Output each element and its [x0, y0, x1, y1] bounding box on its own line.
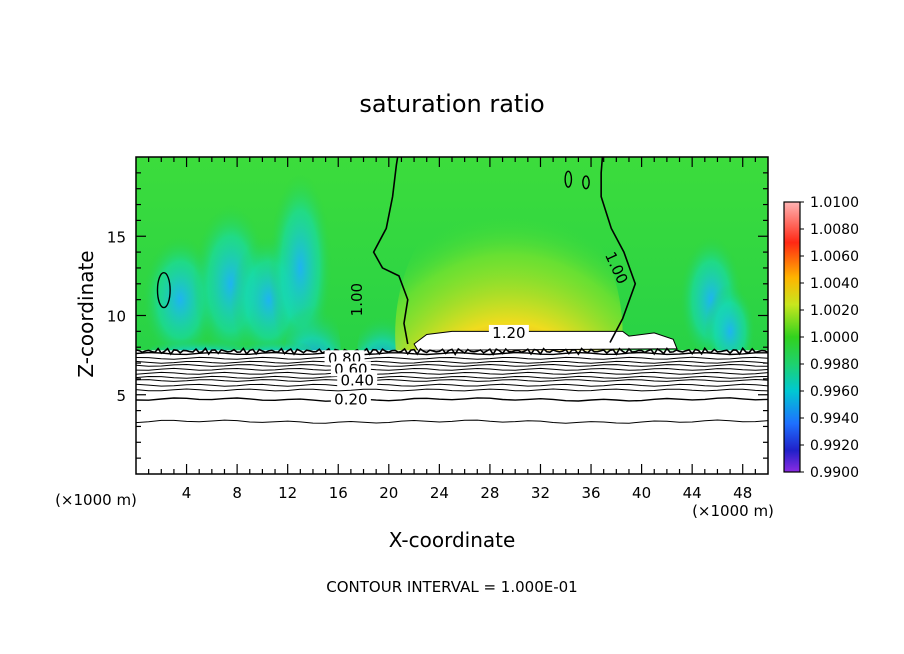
plot-area: 1.001.001.200.800.600.400.20: [136, 157, 768, 474]
contour-line-1-00: [600, 157, 637, 343]
contour-line: [136, 363, 768, 367]
contour-line: [136, 397, 768, 402]
colorbar-label: 0.9940: [810, 411, 859, 427]
x-tick-label: 8: [232, 484, 242, 502]
contour-label-text: 1.20: [492, 324, 525, 342]
colorbar-label: 1.0040: [810, 276, 859, 292]
colorbar-label: 1.0060: [810, 249, 859, 265]
contour-line: [136, 388, 768, 392]
contour-label-text: 0.40: [340, 371, 373, 389]
x-tick-label: 16: [329, 484, 348, 502]
contour-loop: [564, 170, 573, 188]
contour-line: [136, 356, 768, 360]
x-tick-label: 44: [683, 484, 702, 502]
contour-line: [136, 378, 768, 382]
x-tick-label: 40: [632, 484, 651, 502]
colorbar-label: 1.0020: [810, 303, 859, 319]
x-tick-label: 4: [182, 484, 192, 502]
x-tick-label: 12: [278, 484, 297, 502]
contour-label: 0.20: [330, 391, 371, 409]
colorbar-label: 1.0000: [810, 330, 859, 346]
x-tick-label: 32: [531, 484, 550, 502]
colorbar-bar: [783, 201, 801, 473]
x-tick-label: 24: [430, 484, 449, 502]
contour-loop: [582, 175, 590, 190]
contour-loop: [156, 272, 171, 309]
field-lower-region: [136, 350, 768, 474]
contour-line: [136, 371, 768, 375]
contour-interval-footer: CONTOUR INTERVAL = 1.000E-01: [326, 578, 577, 596]
colorbar: 1.0100 1.0080 1.0060 1.0040 1.0020 1.0000 0.99…: [783, 195, 859, 481]
colorbar-label: 1.0100: [810, 195, 859, 211]
x-axis-label: X-coordinate: [389, 528, 516, 552]
contour-line: [136, 360, 768, 364]
contour-label: 1.00: [348, 283, 366, 316]
colorbar-label: 0.9980: [810, 357, 859, 373]
y-tick-label: 10: [107, 308, 126, 326]
x-tick-label: 48: [733, 484, 752, 502]
contour-label: 1.20: [488, 324, 529, 342]
contour-line-ragged: [136, 346, 768, 356]
contour-label: 0.40: [337, 371, 378, 389]
contour-line: [136, 375, 768, 379]
contour-line: [136, 383, 768, 387]
chart-title: saturation ratio: [359, 90, 544, 118]
x-tick-label: 36: [581, 484, 600, 502]
x-unit-right: (×1000 m): [692, 502, 774, 520]
contour-line-1-00: [372, 157, 409, 345]
contour-line: [136, 351, 768, 356]
contour-label-text: 0.20: [334, 391, 367, 409]
x-unit-left: (×1000 m): [55, 491, 137, 509]
y-tick-label: 5: [116, 387, 126, 405]
contour-line: [136, 419, 768, 424]
colorbar-label: 1.0080: [810, 222, 859, 238]
x-tick-label: 20: [379, 484, 398, 502]
y-axis-label: Z-coordinate: [74, 250, 98, 377]
field-cloud-region: [413, 330, 678, 351]
contour-line: [136, 367, 768, 371]
y-tick-label: 15: [107, 228, 126, 246]
contour-label-text: 1.00: [348, 283, 366, 316]
colorbar-label: 0.9960: [810, 384, 859, 400]
x-tick-label: 28: [480, 484, 499, 502]
colorbar-label: 0.9900: [810, 465, 859, 481]
colorbar-label: 0.9920: [810, 438, 859, 454]
